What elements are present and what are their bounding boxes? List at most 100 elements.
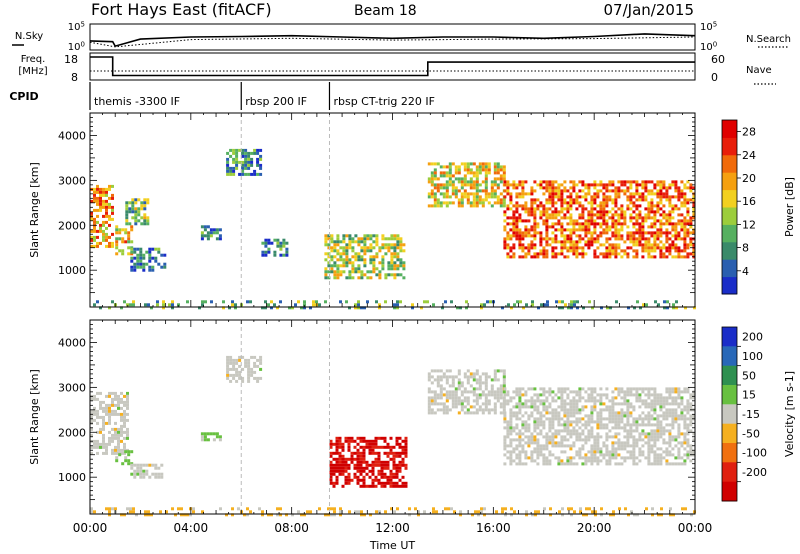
echo-cell: [493, 411, 497, 415]
echo-cell: [590, 210, 594, 214]
echo-cell: [647, 210, 651, 214]
colorbar-swatch: [722, 481, 737, 502]
echo-cell: [345, 249, 349, 253]
echo-cell: [327, 261, 331, 265]
echo-cell: [115, 225, 119, 229]
echo-cell: [689, 231, 693, 235]
echo-cell: [338, 439, 342, 443]
echo-cell: [456, 306, 459, 310]
echo-cell: [692, 216, 696, 220]
echo-cell: [617, 207, 621, 211]
echo-cell: [602, 210, 606, 214]
echo-cell: [620, 222, 624, 226]
echo-cell: [200, 234, 204, 238]
echo-region: [427, 162, 506, 208]
echo-cell: [563, 240, 567, 244]
echo-cell: [659, 459, 663, 463]
echo-cell: [590, 453, 594, 457]
echo-cell: [330, 240, 334, 244]
echo-cell: [496, 387, 500, 391]
echo-cell: [536, 417, 540, 421]
echo-cell: [644, 387, 648, 391]
echo-cell: [241, 163, 245, 167]
echo-cell: [472, 186, 476, 190]
echo-cell: [393, 267, 397, 271]
echo-cell: [626, 252, 630, 256]
echo-cell: [136, 247, 140, 251]
echo-cell: [259, 172, 263, 176]
echo-cell: [644, 414, 648, 418]
echo-cell: [530, 255, 534, 259]
echo-cell: [641, 417, 645, 421]
echo-cell: [125, 213, 129, 217]
echo-cell: [96, 451, 99, 455]
echo-cell: [614, 210, 618, 214]
echo-cell: [677, 447, 681, 451]
echo-cell: [578, 435, 582, 439]
echo-cell: [626, 231, 630, 235]
echo-cell: [93, 193, 96, 197]
echo-cell: [111, 300, 114, 304]
echo-cell: [356, 454, 360, 458]
echo-cell: [551, 444, 555, 448]
echo-cell: [120, 427, 123, 431]
echo-cell: [329, 442, 333, 446]
echo-cell: [503, 237, 507, 241]
echo-cell: [614, 255, 618, 259]
echo-cell: [487, 399, 491, 403]
echo-cell: [372, 258, 376, 262]
echo-cell: [105, 214, 108, 218]
echo-cell: [342, 252, 346, 256]
echo-cell: [127, 237, 131, 241]
echo-cell: [108, 391, 111, 395]
echo-cell: [362, 460, 366, 464]
echo-cell: [130, 472, 134, 476]
echo-cell: [591, 306, 594, 310]
echo-cell: [117, 433, 120, 437]
echo-cell: [594, 510, 597, 514]
echo-cell: [433, 411, 437, 415]
echo-cell: [566, 459, 570, 463]
echo-cell: [566, 462, 570, 466]
echo-cell: [154, 463, 158, 467]
echo-cell: [563, 387, 567, 391]
echo-cell: [285, 250, 289, 254]
echo-cell: [623, 429, 627, 433]
echo-cell: [463, 180, 467, 184]
echo-cell: [142, 472, 146, 476]
echo-cell: [650, 231, 654, 235]
echo-cell: [692, 450, 696, 454]
echo-cell: [356, 481, 360, 485]
echo-cell: [363, 237, 367, 241]
echo-cell: [105, 445, 108, 449]
echo-cell: [521, 231, 525, 235]
echo-cell: [545, 447, 549, 451]
echo-cell: [136, 469, 140, 473]
echo-cell: [581, 444, 585, 448]
echo-cell: [126, 303, 129, 307]
echo-cell: [442, 186, 446, 190]
echo-cell: [560, 402, 564, 406]
echo-cell: [644, 186, 648, 190]
echo-cell: [285, 247, 289, 251]
echo-cell: [611, 441, 615, 445]
echo-cell: [232, 361, 236, 365]
echo-cell: [518, 387, 522, 391]
echo-cell: [383, 481, 387, 485]
echo-cell: [644, 213, 648, 217]
echo-cell: [680, 180, 684, 184]
echo-cell: [635, 249, 639, 253]
echo-cell: [605, 426, 609, 430]
echo-cell: [665, 459, 669, 463]
echo-cell: [427, 372, 431, 376]
freq-unit: [MHz]: [18, 66, 47, 77]
echo-cell: [377, 454, 381, 458]
echo-cell: [569, 249, 573, 253]
echo-cell: [102, 436, 105, 440]
echo-cell: [686, 243, 690, 247]
echo-cell: [442, 375, 446, 379]
echo-cell: [686, 408, 690, 412]
echo-cell: [469, 204, 473, 208]
echo-cell: [665, 414, 669, 418]
echo-cell: [457, 411, 461, 415]
